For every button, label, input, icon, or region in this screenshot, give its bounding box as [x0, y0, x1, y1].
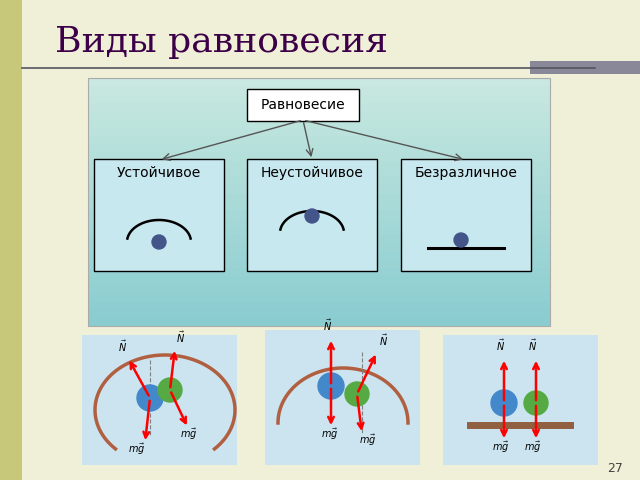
Text: Безразличное: Безразличное [415, 166, 517, 180]
Bar [88, 86, 550, 96]
Bar [530, 61, 640, 74]
Bar [443, 335, 598, 465]
Bar [88, 243, 550, 252]
Text: $\vec{N}$: $\vec{N}$ [323, 318, 332, 333]
Text: $\vec{N}$: $\vec{N}$ [118, 338, 127, 354]
Text: $\vec{N}$: $\vec{N}$ [379, 333, 388, 348]
Circle shape [318, 373, 344, 399]
Text: $\vec{N}$: $\vec{N}$ [176, 330, 185, 345]
Bar [265, 330, 420, 465]
Circle shape [491, 390, 517, 416]
Bar [88, 153, 550, 162]
Bar [88, 120, 550, 129]
Text: $m\vec{g}$: $m\vec{g}$ [359, 432, 376, 448]
Text: $m\vec{g}$: $m\vec{g}$ [524, 440, 541, 455]
Bar [0, 0, 22, 480]
Bar [88, 111, 550, 120]
Bar [88, 169, 550, 178]
Bar [88, 185, 550, 195]
Circle shape [454, 233, 468, 247]
Circle shape [345, 382, 369, 406]
Bar [88, 202, 550, 211]
Text: Равновесие: Равновесие [260, 98, 346, 112]
Bar [88, 218, 550, 228]
Text: 27: 27 [607, 461, 623, 475]
Bar [82, 335, 237, 465]
Text: $\vec{N}$: $\vec{N}$ [496, 337, 505, 353]
Bar [88, 128, 550, 137]
Circle shape [137, 385, 163, 411]
Text: $m\vec{g}$: $m\vec{g}$ [321, 427, 339, 442]
Bar [88, 194, 550, 203]
Text: $\vec{N}$: $\vec{N}$ [528, 337, 537, 353]
Bar [88, 161, 550, 170]
Bar [88, 301, 550, 311]
Bar [88, 177, 550, 186]
Bar [88, 285, 550, 294]
FancyBboxPatch shape [94, 159, 224, 271]
Text: Виды равновесия: Виды равновесия [55, 25, 388, 59]
Circle shape [524, 391, 548, 415]
Bar [88, 78, 550, 87]
Bar [88, 210, 550, 219]
Text: Устойчивое: Устойчивое [117, 166, 201, 180]
Text: $m\vec{g}$: $m\vec{g}$ [128, 442, 145, 457]
Bar [88, 144, 550, 154]
Text: $m\vec{g}$: $m\vec{g}$ [180, 427, 197, 442]
Bar [88, 252, 550, 261]
Bar [88, 136, 550, 145]
Bar [88, 318, 550, 327]
FancyBboxPatch shape [401, 159, 531, 271]
Circle shape [158, 378, 182, 402]
Text: Неустойчивое: Неустойчивое [260, 166, 364, 180]
Bar [88, 293, 550, 302]
Circle shape [305, 209, 319, 223]
Bar [88, 310, 550, 319]
Bar [88, 235, 550, 244]
Text: $m\vec{g}$: $m\vec{g}$ [492, 440, 509, 455]
Bar [88, 95, 550, 104]
FancyBboxPatch shape [247, 159, 377, 271]
Bar [88, 260, 550, 269]
Circle shape [152, 235, 166, 249]
Bar [88, 78, 550, 326]
Bar [88, 227, 550, 236]
Bar [88, 268, 550, 277]
Bar [88, 103, 550, 112]
FancyBboxPatch shape [247, 89, 359, 121]
Bar [88, 276, 550, 286]
